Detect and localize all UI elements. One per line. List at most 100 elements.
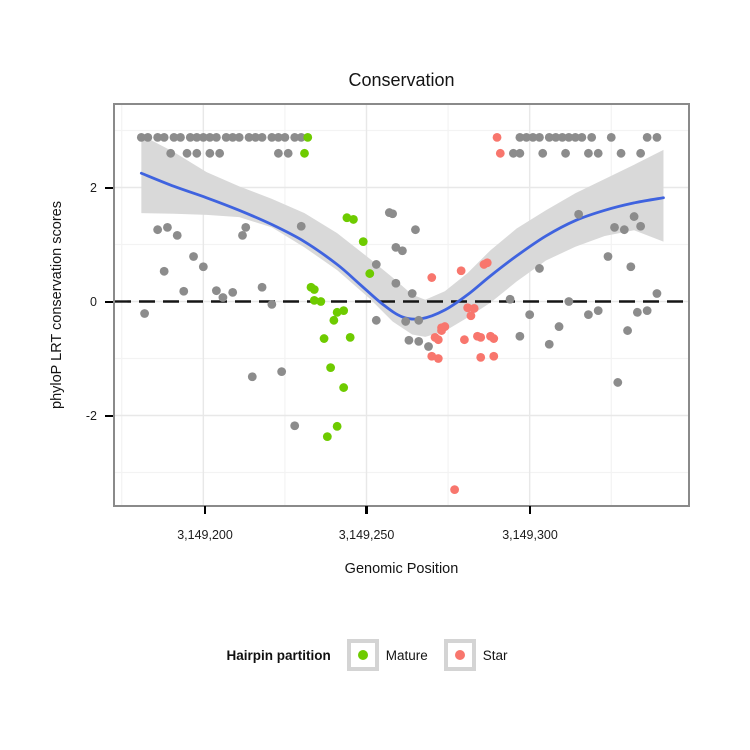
point-other — [273, 148, 283, 158]
point-other — [629, 212, 639, 221]
star-dot-icon — [454, 650, 465, 660]
point-other — [587, 132, 597, 142]
point-other — [414, 337, 424, 346]
confidence-band — [141, 135, 664, 337]
point-other — [515, 148, 525, 158]
point-other — [610, 223, 619, 232]
point-other — [424, 342, 433, 351]
point-other — [205, 132, 215, 142]
point-other — [228, 132, 238, 142]
point-mature — [332, 421, 342, 431]
point-other — [574, 209, 584, 219]
point-star — [456, 266, 466, 276]
point-other — [159, 132, 169, 142]
point-mature — [339, 383, 349, 392]
point-other — [244, 132, 254, 142]
x-tick-label: 3,149,300 — [502, 528, 558, 542]
point-other — [619, 225, 629, 235]
legend-key-mature — [346, 639, 379, 671]
point-star — [466, 311, 476, 321]
point-other — [267, 132, 277, 142]
point-star — [476, 333, 486, 342]
point-other — [522, 132, 531, 142]
point-other — [632, 307, 642, 317]
point-mature — [329, 315, 339, 325]
point-other — [593, 148, 603, 158]
y-tick-label: 2 — [90, 180, 97, 195]
point-star — [492, 132, 502, 142]
point-mature — [339, 306, 349, 316]
point-star — [489, 351, 499, 361]
x-axis-label: Genomic Position — [344, 561, 459, 577]
point-other — [169, 132, 179, 142]
point-other — [642, 132, 652, 142]
point-other — [584, 148, 593, 158]
point-other — [626, 262, 636, 272]
point-other — [296, 132, 306, 142]
point-other — [508, 148, 518, 158]
point-star — [495, 148, 505, 158]
point-mature — [349, 215, 358, 224]
point-other — [388, 209, 398, 219]
point-other — [515, 331, 525, 341]
legend-item-mature: Mature — [346, 639, 428, 671]
point-other — [277, 367, 287, 377]
point-other — [616, 148, 626, 158]
point-mature — [365, 269, 375, 278]
point-other — [153, 225, 163, 235]
point-other — [192, 148, 202, 158]
point-other — [414, 315, 424, 325]
y-axis-tick — [105, 414, 113, 417]
point-other — [652, 132, 662, 142]
point-star — [433, 335, 443, 345]
legend-label-mature: Mature — [385, 647, 428, 663]
point-other — [613, 378, 623, 387]
legend-item-star: Star — [443, 639, 508, 671]
point-other — [182, 148, 192, 158]
point-star — [476, 352, 486, 362]
point-other — [564, 297, 574, 306]
point-star — [460, 335, 469, 345]
chart-title: Conservation — [348, 70, 455, 90]
plot-canvas — [115, 105, 688, 505]
point-other — [564, 132, 574, 142]
legend-title: Hairpin partition — [226, 647, 331, 663]
point-other — [251, 132, 260, 142]
point-other — [159, 266, 169, 276]
point-other — [247, 372, 257, 382]
legend-key-star — [443, 639, 476, 671]
point-other — [554, 322, 564, 331]
point-other — [515, 132, 525, 142]
point-other — [163, 223, 172, 232]
point-other — [211, 132, 221, 142]
point-other — [606, 132, 616, 142]
point-other — [570, 132, 580, 142]
point-other — [371, 315, 381, 325]
point-star — [450, 485, 460, 494]
point-other — [603, 252, 613, 261]
point-mature — [309, 285, 319, 294]
point-other — [267, 299, 277, 309]
point-other — [577, 132, 587, 142]
point-star — [463, 303, 473, 313]
point-star — [440, 322, 450, 331]
point-other — [192, 132, 202, 142]
point-other — [218, 293, 228, 302]
point-other — [189, 252, 198, 261]
x-axis-tick — [203, 506, 207, 514]
point-other — [544, 132, 554, 142]
point-other — [257, 132, 267, 142]
plot-panel — [113, 103, 690, 507]
point-mature — [303, 132, 313, 142]
point-star — [482, 258, 492, 268]
point-other — [166, 148, 176, 158]
point-mature — [309, 295, 319, 305]
point-other — [636, 221, 646, 231]
point-other — [407, 289, 417, 298]
point-other — [283, 148, 293, 158]
point-other — [290, 421, 300, 431]
point-mature — [326, 363, 336, 373]
point-other — [411, 225, 420, 235]
y-tick-label: -2 — [85, 408, 97, 423]
